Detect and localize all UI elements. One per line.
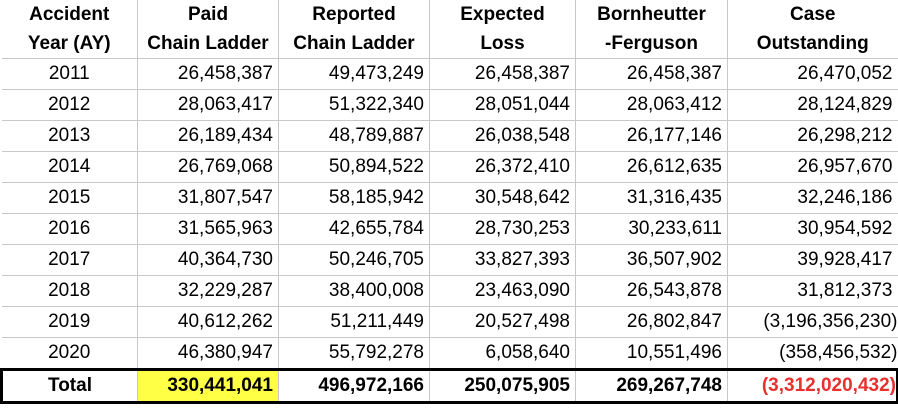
- cell-year[interactable]: 2011: [1, 58, 138, 90]
- header-case-outstanding[interactable]: Case: [727, 0, 898, 29]
- table-header: Accident Paid Reported Expected Bornheut…: [1, 0, 898, 59]
- total-paid-chain-ladder[interactable]: 330,441,041: [137, 368, 279, 404]
- header-bornheutter-ferguson-line2[interactable]: -Ferguson: [575, 29, 728, 59]
- cell-reported-chain-ladder[interactable]: 51,322,340: [278, 89, 430, 121]
- cell-case-outstanding[interactable]: 31,812,373: [727, 275, 898, 307]
- total-case-outstanding[interactable]: (3,312,020,432): [727, 368, 898, 404]
- cell-reported-chain-ladder[interactable]: 50,246,705: [278, 244, 430, 276]
- cell-paid-chain-ladder[interactable]: 31,807,547: [137, 182, 279, 214]
- cell-case-outstanding[interactable]: 39,928,417: [727, 244, 898, 276]
- cell-reported-chain-ladder[interactable]: 49,473,249: [278, 58, 430, 90]
- cell-paid-chain-ladder[interactable]: 26,769,068: [137, 151, 279, 183]
- cell-bornheutter-ferguson[interactable]: 26,177,146: [575, 120, 728, 152]
- table-row: 2017 40,364,730 50,246,705 33,827,393 36,507…: [1, 244, 898, 276]
- table-row: 2014 26,769,068 50,894,522 26,372,410 26,612…: [1, 151, 898, 183]
- cell-case-outstanding[interactable]: 26,298,212: [727, 120, 898, 152]
- cell-reported-chain-ladder[interactable]: 51,211,449: [278, 306, 430, 338]
- cell-paid-chain-ladder[interactable]: 40,612,262: [137, 306, 279, 338]
- cell-bornheutter-ferguson[interactable]: 31,316,435: [575, 182, 728, 214]
- cell-paid-chain-ladder[interactable]: 31,565,963: [137, 213, 279, 245]
- table-row: 2019 40,612,262 51,211,449 20,527,498 26,802…: [1, 306, 898, 338]
- cell-bornheutter-ferguson[interactable]: 26,802,847: [575, 306, 728, 338]
- cell-paid-chain-ladder[interactable]: 26,189,434: [137, 120, 279, 152]
- header-paid-chain-ladder-line2[interactable]: Chain Ladder: [137, 29, 279, 59]
- cell-bornheutter-ferguson[interactable]: 30,233,611: [575, 213, 728, 245]
- cell-year[interactable]: 2014: [1, 151, 138, 183]
- cell-case-outstanding[interactable]: 30,954,592: [727, 213, 898, 245]
- header-expected-loss[interactable]: Expected: [429, 0, 576, 29]
- total-row: Total 330,441,041 496,972,166 250,075,905 26…: [0, 368, 898, 404]
- table-row: 2012 28,063,417 51,322,340 28,051,044 28,063…: [1, 89, 898, 121]
- header-case-outstanding-line2[interactable]: Outstanding: [727, 29, 898, 59]
- table-row: 2016 31,565,963 42,655,784 28,730,253 30,233…: [1, 213, 898, 245]
- total-reported-chain-ladder[interactable]: 496,972,166: [278, 368, 430, 404]
- cell-expected-loss[interactable]: 33,827,393: [429, 244, 576, 276]
- cell-reported-chain-ladder[interactable]: 38,400,008: [278, 275, 430, 307]
- cell-reported-chain-ladder[interactable]: 48,789,887: [278, 120, 430, 152]
- cell-year[interactable]: 2013: [1, 120, 138, 152]
- cell-reported-chain-ladder[interactable]: 58,185,942: [278, 182, 430, 214]
- cell-case-outstanding[interactable]: 26,957,670: [727, 151, 898, 183]
- total-label[interactable]: Total: [0, 368, 138, 404]
- cell-paid-chain-ladder[interactable]: 28,063,417: [137, 89, 279, 121]
- cell-year[interactable]: 2020: [1, 337, 138, 370]
- cell-case-outstanding[interactable]: (3,196,356,230): [727, 306, 898, 338]
- cell-paid-chain-ladder[interactable]: 40,364,730: [137, 244, 279, 276]
- cell-expected-loss[interactable]: 26,458,387: [429, 58, 576, 90]
- cell-year[interactable]: 2016: [1, 213, 138, 245]
- cell-paid-chain-ladder[interactable]: 32,229,287: [137, 275, 279, 307]
- table-row: 2011 26,458,387 49,473,249 26,458,387 26,458…: [1, 58, 898, 90]
- cell-expected-loss[interactable]: 20,527,498: [429, 306, 576, 338]
- cell-expected-loss[interactable]: 6,058,640: [429, 337, 576, 370]
- header-reported-chain-ladder-line2[interactable]: Chain Ladder: [278, 29, 430, 59]
- total-bornheutter-ferguson[interactable]: 269,267,748: [575, 368, 728, 404]
- cell-case-outstanding[interactable]: 28,124,829: [727, 89, 898, 121]
- cell-bornheutter-ferguson[interactable]: 26,458,387: [575, 58, 728, 90]
- cell-bornheutter-ferguson[interactable]: 36,507,902: [575, 244, 728, 276]
- cell-year[interactable]: 2019: [1, 306, 138, 338]
- header-accident-year[interactable]: Accident: [1, 0, 138, 29]
- cell-expected-loss[interactable]: 26,372,410: [429, 151, 576, 183]
- cell-expected-loss[interactable]: 23,463,090: [429, 275, 576, 307]
- cell-reported-chain-ladder[interactable]: 42,655,784: [278, 213, 430, 245]
- cell-expected-loss[interactable]: 28,730,253: [429, 213, 576, 245]
- cell-expected-loss[interactable]: 30,548,642: [429, 182, 576, 214]
- header-row-2: Year (AY) Chain Ladder Chain Ladder Loss…: [1, 29, 898, 59]
- cell-paid-chain-ladder[interactable]: 26,458,387: [137, 58, 279, 90]
- cell-case-outstanding[interactable]: 32,246,186: [727, 182, 898, 214]
- cell-year[interactable]: 2017: [1, 244, 138, 276]
- header-accident-year-line2[interactable]: Year (AY): [1, 29, 138, 59]
- cell-year[interactable]: 2015: [1, 182, 138, 214]
- cell-paid-chain-ladder[interactable]: 46,380,947: [137, 337, 279, 370]
- header-bornheutter-ferguson[interactable]: Bornheutter: [575, 0, 728, 29]
- cell-bornheutter-ferguson[interactable]: 26,543,878: [575, 275, 728, 307]
- cell-case-outstanding[interactable]: 26,470,052: [727, 58, 898, 90]
- table-row: 2020 46,380,947 55,792,278 6,058,640 10,551,…: [1, 337, 898, 370]
- header-paid-chain-ladder[interactable]: Paid: [137, 0, 279, 29]
- cell-bornheutter-ferguson[interactable]: 26,612,635: [575, 151, 728, 183]
- cell-reported-chain-ladder[interactable]: 55,792,278: [278, 337, 430, 370]
- cell-expected-loss[interactable]: 28,051,044: [429, 89, 576, 121]
- table-row: 2015 31,807,547 58,185,942 30,548,642 31,316…: [1, 182, 898, 214]
- cell-bornheutter-ferguson[interactable]: 28,063,412: [575, 89, 728, 121]
- cell-case-outstanding[interactable]: (358,456,532): [727, 337, 898, 370]
- cell-expected-loss[interactable]: 26,038,548: [429, 120, 576, 152]
- total-expected-loss[interactable]: 250,075,905: [429, 368, 576, 404]
- table-row: 2013 26,189,434 48,789,887 26,038,548 26,177…: [1, 120, 898, 152]
- header-row-1: Accident Paid Reported Expected Bornheut…: [1, 0, 898, 29]
- cell-year[interactable]: 2018: [1, 275, 138, 307]
- cell-bornheutter-ferguson[interactable]: 10,551,496: [575, 337, 728, 370]
- header-reported-chain-ladder[interactable]: Reported: [278, 0, 430, 29]
- cell-year[interactable]: 2012: [1, 89, 138, 121]
- header-expected-loss-line2[interactable]: Loss: [429, 29, 576, 59]
- table-body: 2011 26,458,387 49,473,249 26,458,387 26,458…: [0, 58, 898, 404]
- cell-reported-chain-ladder[interactable]: 50,894,522: [278, 151, 430, 183]
- table-row: 2018 32,229,287 38,400,008 23,463,090 26,543…: [1, 275, 898, 307]
